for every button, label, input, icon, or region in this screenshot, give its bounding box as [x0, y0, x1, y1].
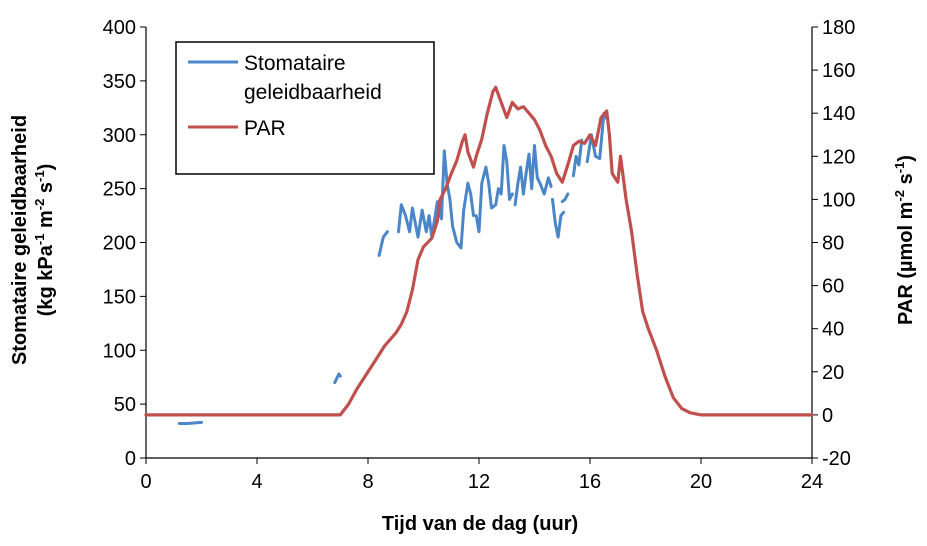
y-left-tick-label: 400 — [103, 17, 136, 39]
x-tick-label: 20 — [690, 471, 712, 493]
y-left-title-line2: (kg kPa-1 m-2 s-1) — [32, 164, 57, 317]
y-left-tick-label: 250 — [103, 179, 136, 201]
series-stomataire-segment — [333, 372, 342, 385]
y-right-tick-label: 0 — [822, 405, 833, 427]
y-right-tick-label: 20 — [822, 362, 844, 384]
tick-labels: 0 4 8 12 16 20 24 0 50 100 150 200 250 300 350 400 -20 0 2… — [103, 17, 856, 493]
legend-box — [175, 41, 435, 175]
y-right-tick-label: 100 — [822, 189, 855, 211]
svg-text:PAR (µmol m-2 s-1): PAR (µmol m-2 s-1) — [892, 155, 917, 325]
y-right-tick-label: 120 — [822, 146, 855, 168]
x-tick-label: 16 — [579, 471, 601, 493]
series-stomataire-segment — [177, 420, 203, 425]
y-left-tick-label: 150 — [103, 286, 136, 308]
y-left-tick-label: 350 — [103, 71, 136, 93]
plot-area — [144, 85, 814, 425]
axes — [140, 26, 818, 464]
legend-label-par: PAR — [244, 117, 286, 140]
y-left-title-line1: Stomataire geleidbaarheid — [9, 115, 31, 365]
y-left-tick-label: 300 — [103, 125, 136, 147]
y-right-tick-label: -20 — [822, 448, 851, 470]
series-stomataire-segment — [551, 197, 566, 239]
series-stomataire-segment — [513, 144, 553, 207]
x-tick-label: 8 — [362, 471, 373, 493]
legend-label-stomataire-line2: geleidbaarheid — [244, 81, 382, 104]
series-stomataire-segment — [560, 192, 570, 204]
series-stomataire-segment — [377, 230, 389, 257]
y-left-tick-label: 200 — [103, 233, 136, 255]
series-stomataire-segment — [571, 138, 584, 178]
x-tick-label: 0 — [140, 471, 151, 493]
series-stomataire-segment — [474, 144, 514, 234]
y-left-tick-label: 0 — [125, 448, 136, 470]
legend: Stomataire geleidbaarheid PAR — [175, 41, 435, 175]
y-right-tick-label: 180 — [822, 17, 855, 39]
y-left-axis-title: Stomataire geleidbaarheid (kg kPa-1 m-2 … — [9, 115, 57, 365]
y-right-tick-label: 140 — [822, 103, 855, 125]
x-tick-label: 24 — [801, 471, 823, 493]
y-right-tick-label: 40 — [822, 319, 844, 341]
y-right-tick-label: 160 — [822, 60, 855, 82]
y-left-tick-label: 100 — [103, 340, 136, 362]
x-tick-label: 4 — [251, 471, 262, 493]
y-right-tick-label: 80 — [822, 233, 844, 255]
legend-label-stomataire-line1: Stomataire — [244, 52, 346, 75]
x-tick-label: 12 — [468, 471, 490, 493]
y-left-tick-label: 50 — [114, 394, 136, 416]
x-axis-title: Tijd van de dag (uur) — [382, 513, 578, 535]
y-right-tick-label: 60 — [822, 276, 844, 298]
y-right-axis-title: PAR (µmol m-2 s-1) — [892, 155, 917, 325]
series-par-line — [144, 85, 814, 417]
